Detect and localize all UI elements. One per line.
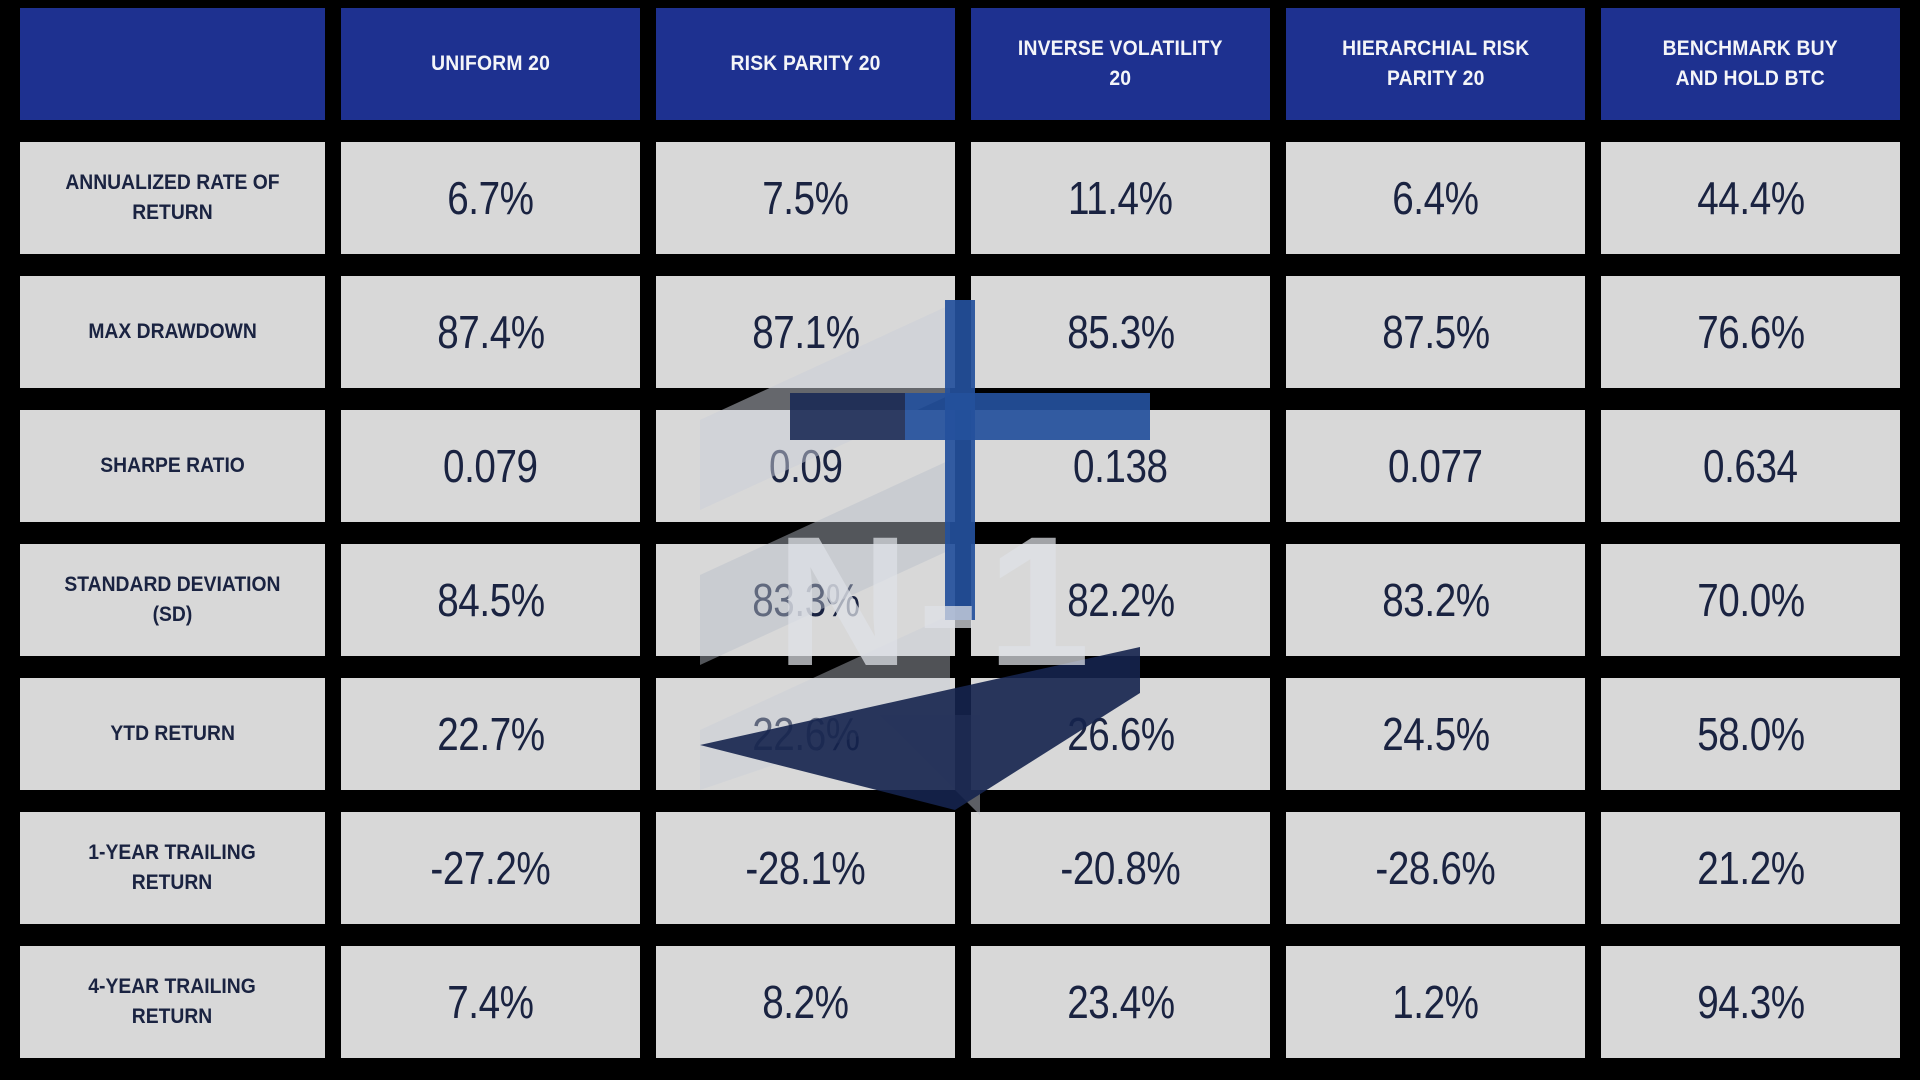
value-cell: 0.138: [971, 410, 1270, 522]
column-header-text: BENCHMARK BUY AND HOLD BTC: [1662, 36, 1839, 90]
value-cell-text: -28.6%: [1375, 842, 1496, 894]
value-cell-text: 23.4%: [1066, 976, 1175, 1028]
value-cell: 22.6%: [656, 678, 955, 790]
value-cell-text: 85.3%: [1066, 306, 1175, 358]
value-cell-text: 22.7%: [436, 708, 545, 760]
value-cell: 26.6%: [971, 678, 1270, 790]
value-cell: 76.6%: [1601, 276, 1900, 388]
value-cell: 0.079: [341, 410, 640, 522]
value-cell-text: 94.3%: [1696, 976, 1805, 1028]
value-cell: 83.2%: [1286, 544, 1585, 656]
row-label: YTD RETURN: [20, 678, 325, 790]
value-cell: 21.2%: [1601, 812, 1900, 924]
value-cell: 83.3%: [656, 544, 955, 656]
value-cell: 24.5%: [1286, 678, 1585, 790]
value-cell: 11.4%: [971, 142, 1270, 254]
value-cell-text: 21.2%: [1696, 842, 1805, 894]
value-cell: 22.7%: [341, 678, 640, 790]
column-header-text: INVERSE VOLATILITY 20: [1018, 36, 1223, 90]
value-cell-text: 0.077: [1388, 440, 1483, 492]
value-cell: -28.1%: [656, 812, 955, 924]
column-header-text: HIERARCHIAL RISK PARITY 20: [1341, 36, 1530, 90]
row-label-text: STANDARD DEVIATION (SD): [64, 572, 281, 626]
value-cell-text: -28.1%: [745, 842, 866, 894]
value-cell-text: 24.5%: [1381, 708, 1490, 760]
value-cell: 0.634: [1601, 410, 1900, 522]
value-cell: -27.2%: [341, 812, 640, 924]
row-label: MAX DRAWDOWN: [20, 276, 325, 388]
value-cell-text: 87.4%: [436, 306, 545, 358]
value-cell-text: 8.2%: [762, 976, 849, 1028]
value-cell: 0.077: [1286, 410, 1585, 522]
value-cell-text: 26.6%: [1066, 708, 1175, 760]
value-cell-text: 0.09: [768, 440, 843, 492]
value-cell-text: 1.2%: [1392, 976, 1479, 1028]
value-cell-text: 6.7%: [447, 172, 534, 224]
row-label-text: ANNUALIZED RATE OF RETURN: [65, 170, 280, 224]
value-cell-text: 44.4%: [1696, 172, 1805, 224]
row-label: STANDARD DEVIATION (SD): [20, 544, 325, 656]
value-cell-text: 0.138: [1073, 440, 1168, 492]
value-cell-text: 82.2%: [1066, 574, 1175, 626]
value-cell: 44.4%: [1601, 142, 1900, 254]
value-cell: 85.3%: [971, 276, 1270, 388]
column-header-text: RISK PARITY 20: [730, 51, 881, 75]
value-cell-text: -27.2%: [430, 842, 551, 894]
value-cell: 23.4%: [971, 946, 1270, 1058]
value-cell: 7.5%: [656, 142, 955, 254]
value-cell: 6.4%: [1286, 142, 1585, 254]
value-cell-text: 70.0%: [1696, 574, 1805, 626]
column-header: HIERARCHIAL RISK PARITY 20: [1286, 8, 1585, 120]
value-cell-text: 76.6%: [1696, 306, 1805, 358]
value-cell-text: 11.4%: [1068, 172, 1173, 224]
value-cell-text: 58.0%: [1696, 708, 1805, 760]
value-cell-text: 87.1%: [751, 306, 860, 358]
column-header: BENCHMARK BUY AND HOLD BTC: [1601, 8, 1900, 120]
value-cell: 87.5%: [1286, 276, 1585, 388]
row-label-text: SHARPE RATIO: [100, 453, 245, 477]
column-header-text: UNIFORM 20: [431, 51, 550, 75]
value-cell: 87.1%: [656, 276, 955, 388]
column-header: UNIFORM 20: [341, 8, 640, 120]
row-label-text: 4-YEAR TRAILING RETURN: [88, 974, 257, 1028]
row-label: 4-YEAR TRAILING RETURN: [20, 946, 325, 1058]
value-cell: 1.2%: [1286, 946, 1585, 1058]
value-cell: 8.2%: [656, 946, 955, 1058]
row-label-text: MAX DRAWDOWN: [88, 319, 257, 343]
row-label: 1-YEAR TRAILING RETURN: [20, 812, 325, 924]
column-header: RISK PARITY 20: [656, 8, 955, 120]
value-cell-text: 87.5%: [1381, 306, 1490, 358]
row-label: ANNUALIZED RATE OF RETURN: [20, 142, 325, 254]
value-cell-text: 7.4%: [447, 976, 534, 1028]
value-cell: 6.7%: [341, 142, 640, 254]
value-cell: 7.4%: [341, 946, 640, 1058]
row-label-text: 1-YEAR TRAILING RETURN: [88, 840, 257, 894]
column-header: INVERSE VOLATILITY 20: [971, 8, 1270, 120]
value-cell: 87.4%: [341, 276, 640, 388]
value-cell: -28.6%: [1286, 812, 1585, 924]
value-cell-text: 0.634: [1703, 440, 1798, 492]
value-cell: 70.0%: [1601, 544, 1900, 656]
value-cell-text: 84.5%: [436, 574, 545, 626]
value-cell-text: 22.6%: [751, 708, 860, 760]
value-cell-text: 83.2%: [1381, 574, 1490, 626]
value-cell: 0.09: [656, 410, 955, 522]
value-cell-text: -20.8%: [1060, 842, 1181, 894]
corner-cell: [20, 8, 325, 120]
value-cell: 94.3%: [1601, 946, 1900, 1058]
value-cell-text: 7.5%: [762, 172, 849, 224]
row-label-text: YTD RETURN: [110, 721, 235, 745]
value-cell-text: 0.079: [443, 440, 538, 492]
value-cell: 58.0%: [1601, 678, 1900, 790]
value-cell: -20.8%: [971, 812, 1270, 924]
value-cell: 84.5%: [341, 544, 640, 656]
value-cell-text: 83.3%: [751, 574, 860, 626]
table-grid: UNIFORM 20 RISK PARITY 20 INVERSE VOLATILI…: [20, 8, 1900, 1066]
value-cell-text: 6.4%: [1392, 172, 1479, 224]
value-cell: 82.2%: [971, 544, 1270, 656]
row-label: SHARPE RATIO: [20, 410, 325, 522]
